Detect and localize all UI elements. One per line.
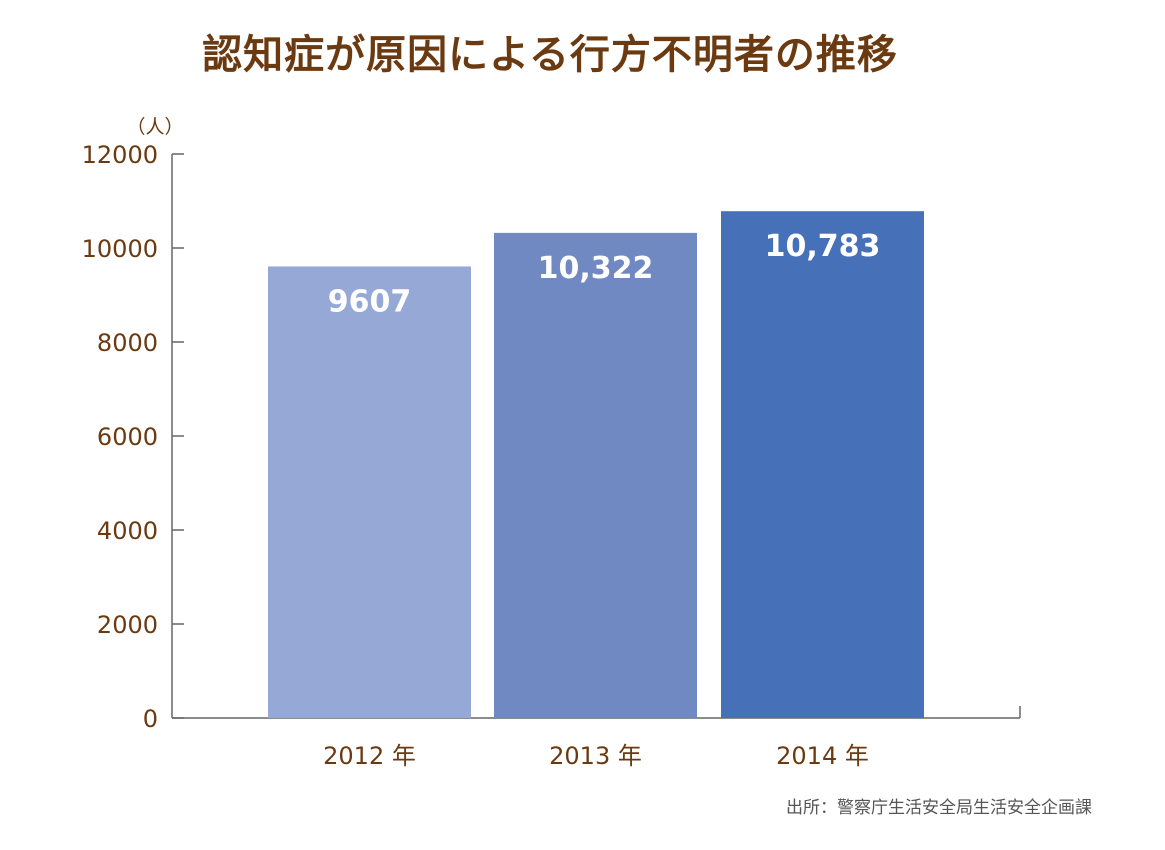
bar-value-label: 10,783	[765, 229, 881, 264]
y-axis: 0 2000 4000 6000 8000 10000 12000	[82, 141, 184, 733]
y-tick-label: 6000	[97, 423, 158, 451]
bar	[494, 232, 697, 718]
x-tick-label: 2012 年	[323, 742, 416, 770]
y-tick-label: 0	[143, 705, 158, 733]
y-axis-unit-label: （人）	[126, 116, 183, 138]
source-note: 出所：警察庁生活安全局生活安全企画課	[786, 798, 1092, 818]
bar-value-label: 9607	[328, 284, 412, 319]
y-tick-label: 10000	[82, 235, 158, 263]
y-tick-label: 4000	[97, 517, 158, 545]
x-tick-label: 2013 年	[549, 742, 642, 770]
x-tick-labels: 2012 年 2013 年 2014 年	[323, 742, 869, 770]
y-tick-label: 2000	[97, 611, 158, 639]
bar	[268, 266, 471, 718]
x-tick-label: 2014 年	[776, 742, 869, 770]
bar-series	[268, 211, 924, 718]
chart-title: 認知症が原因による行方不明者の推移	[202, 32, 898, 78]
bar-value-label: 10,322	[538, 251, 654, 286]
bar	[721, 211, 924, 718]
y-tick-label: 8000	[97, 329, 158, 357]
y-tick-label: 12000	[82, 141, 158, 169]
data-labels: 9607 10,322 10,783	[328, 229, 881, 319]
